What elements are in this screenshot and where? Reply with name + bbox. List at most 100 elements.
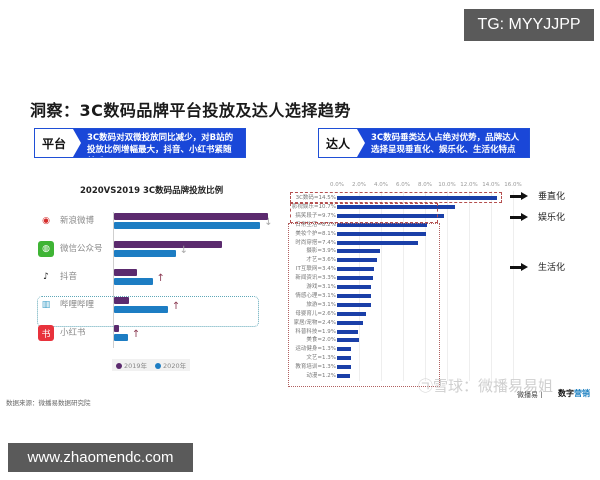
- bar-2020: [114, 278, 153, 285]
- x-tick-label: 14.0%: [482, 182, 500, 188]
- platform-insight-box: 平台 3C数码对双微投放同比减少，对B站的投放比例增幅最大，抖音、小红书紧随其后: [34, 128, 246, 158]
- platform-insight-text: 3C数码对双微投放同比减少，对B站的投放比例增幅最大，抖音、小红书紧随其后: [73, 129, 245, 157]
- platform-row: ◉ 新浪微博 ↓: [36, 208, 273, 234]
- bar-2020: [114, 306, 168, 313]
- bilibili-highlight-box: [37, 296, 259, 327]
- category-label: 动漫=1.2%: [306, 373, 336, 379]
- category-label: 摄影=3.9%: [306, 248, 336, 255]
- x-tick-label: 4.0%: [374, 182, 388, 188]
- category-row: 3C数码=14.5%: [280, 194, 520, 202]
- bar-2019: [114, 241, 222, 248]
- page-title: 洞察：3C数码品牌平台投放及达人选择趋势: [30, 101, 351, 120]
- x-tick-label: 16.0%: [504, 182, 522, 188]
- category-label: 美食=2.0%: [306, 337, 336, 344]
- gridline: [447, 191, 448, 381]
- gridline: [513, 191, 514, 381]
- bar-2019: [114, 213, 268, 220]
- category-row: 动漫=1.2%: [280, 372, 520, 380]
- digital-marketing-logo: 数字营销: [558, 389, 590, 398]
- x-tick-label: 2.0%: [352, 182, 366, 188]
- category-label: 游戏=3.1%: [306, 284, 336, 290]
- category-row: 旅游=3.1%: [280, 301, 520, 309]
- platform-row: 书小红书 ↑: [36, 320, 266, 346]
- arrow-up-icon: ↑: [156, 273, 165, 284]
- category-bar: [337, 302, 372, 307]
- gridline: [491, 191, 492, 381]
- category-label: 新闻资讯=3.3%: [295, 275, 336, 282]
- category-label: 旅游=3.1%: [306, 301, 336, 308]
- category-bar: [337, 204, 455, 209]
- kol-tag: 达人: [325, 136, 350, 151]
- platform-bar-chart: ◉ 新浪微博 ↓ ◍ 微信公众号 ↓ ♪ 抖音 ↑ ▥ 哔哩哔哩 ↑ 书小红书 ↑: [36, 212, 273, 352]
- category-bar: [337, 249, 380, 254]
- category-bar: [337, 240, 419, 245]
- category-bar: [337, 267, 375, 272]
- category-bar: [337, 276, 374, 281]
- bar-2019: [114, 269, 138, 276]
- category-row: 影视娱乐=10.7%: [280, 203, 520, 211]
- kol-insight-text: 3C数码垂类达人占绝对优势，品牌达人选择呈现垂直化、娱乐化、生活化特点: [357, 129, 529, 157]
- category-label: 日常生活=8.2%: [295, 221, 336, 228]
- legend-swatch-2020: [155, 363, 162, 369]
- platform-row: ▥ 哔哩哔哩 ↑: [36, 292, 266, 318]
- category-label: 科普科技=1.9%: [295, 328, 336, 335]
- lifestyle-group-box: [288, 222, 440, 387]
- arrow-down-icon: ↓: [179, 245, 188, 256]
- category-bar: [337, 231, 427, 236]
- category-label: 搞笑段子=9.7%: [295, 212, 336, 219]
- bar-2020: [114, 222, 261, 229]
- category-row: 游戏=3.1%: [280, 283, 520, 291]
- category-row: 时尚穿搭=7.4%: [280, 239, 520, 247]
- category-bar: [337, 293, 372, 298]
- category-row: 情感心理=3.1%: [280, 292, 520, 300]
- category-label: 母婴育儿=2.6%: [295, 310, 336, 317]
- weibo-icon: ◉: [38, 213, 54, 229]
- bar-2020: [114, 334, 128, 341]
- category-row: 美妆个护=8.1%: [280, 230, 520, 238]
- bar-2020: [114, 250, 176, 257]
- bilibili-icon: ▥: [38, 297, 54, 313]
- category-bar: [337, 347, 352, 352]
- arrow-right-icon: [510, 213, 528, 221]
- legend-item-2019: 2019年: [116, 360, 147, 370]
- group-label: 生活化: [538, 263, 566, 273]
- bar-2019: [114, 325, 119, 332]
- category-row: 家居/宠物=2.4%: [280, 319, 520, 327]
- x-tick-label: 6.0%: [396, 182, 410, 188]
- platform-row: ◍ 微信公众号 ↓: [36, 236, 266, 262]
- category-bar: [337, 356, 352, 361]
- category-row: 教育培训=1.3%: [280, 363, 520, 371]
- arrow-down-icon: ↓: [264, 217, 273, 228]
- category-row: 搞笑段子=9.7%: [280, 212, 520, 220]
- category-label: 才艺=3.6%: [306, 257, 336, 264]
- platform-label: 哔哩哔哩: [60, 300, 95, 310]
- category-label: 影视娱乐=10.7%: [291, 203, 336, 210]
- category-bar: [337, 338, 359, 343]
- category-bar: [337, 365, 352, 370]
- kol-category-bar-chart: 0.0% 2.0% 4.0% 6.0% 8.0% 10.0% 12.0% 14.0% 16.0%…: [280, 182, 600, 387]
- platform-label: 新浪微博: [60, 216, 95, 226]
- category-label: 时尚穿搭=7.4%: [295, 239, 336, 246]
- watermark-text: ㉠雪球：微播易易姐: [418, 377, 554, 395]
- bar-2019: [114, 297, 130, 304]
- category-label: 教育培训=1.3%: [295, 364, 336, 371]
- x-tick-label: 12.0%: [460, 182, 478, 188]
- y-axis-line: [113, 212, 114, 348]
- gridline: [381, 191, 382, 381]
- category-row: 新闻资讯=3.3%: [280, 274, 520, 282]
- arrow-up-icon: ↑: [131, 329, 141, 340]
- data-source: 数据来源：微播易数据研究院: [6, 399, 91, 407]
- category-label: IT互联网=3.4%: [295, 266, 336, 273]
- category-label: 情感心理=3.1%: [295, 292, 336, 299]
- category-bar: [337, 258, 377, 263]
- entertainment-group-box: [290, 202, 438, 223]
- category-bar: [337, 320, 364, 325]
- category-row: 运动健身=1.3%: [280, 345, 520, 353]
- wechat-icon: ◍: [38, 241, 54, 257]
- platform-label: 小红书: [60, 328, 86, 338]
- arrow-up-icon: ↑: [171, 301, 181, 312]
- category-bar: [337, 285, 372, 289]
- group-label: 垂直化: [538, 192, 566, 202]
- gridline: [403, 191, 404, 381]
- weiboyi-logo: 微播易丨: [517, 391, 545, 399]
